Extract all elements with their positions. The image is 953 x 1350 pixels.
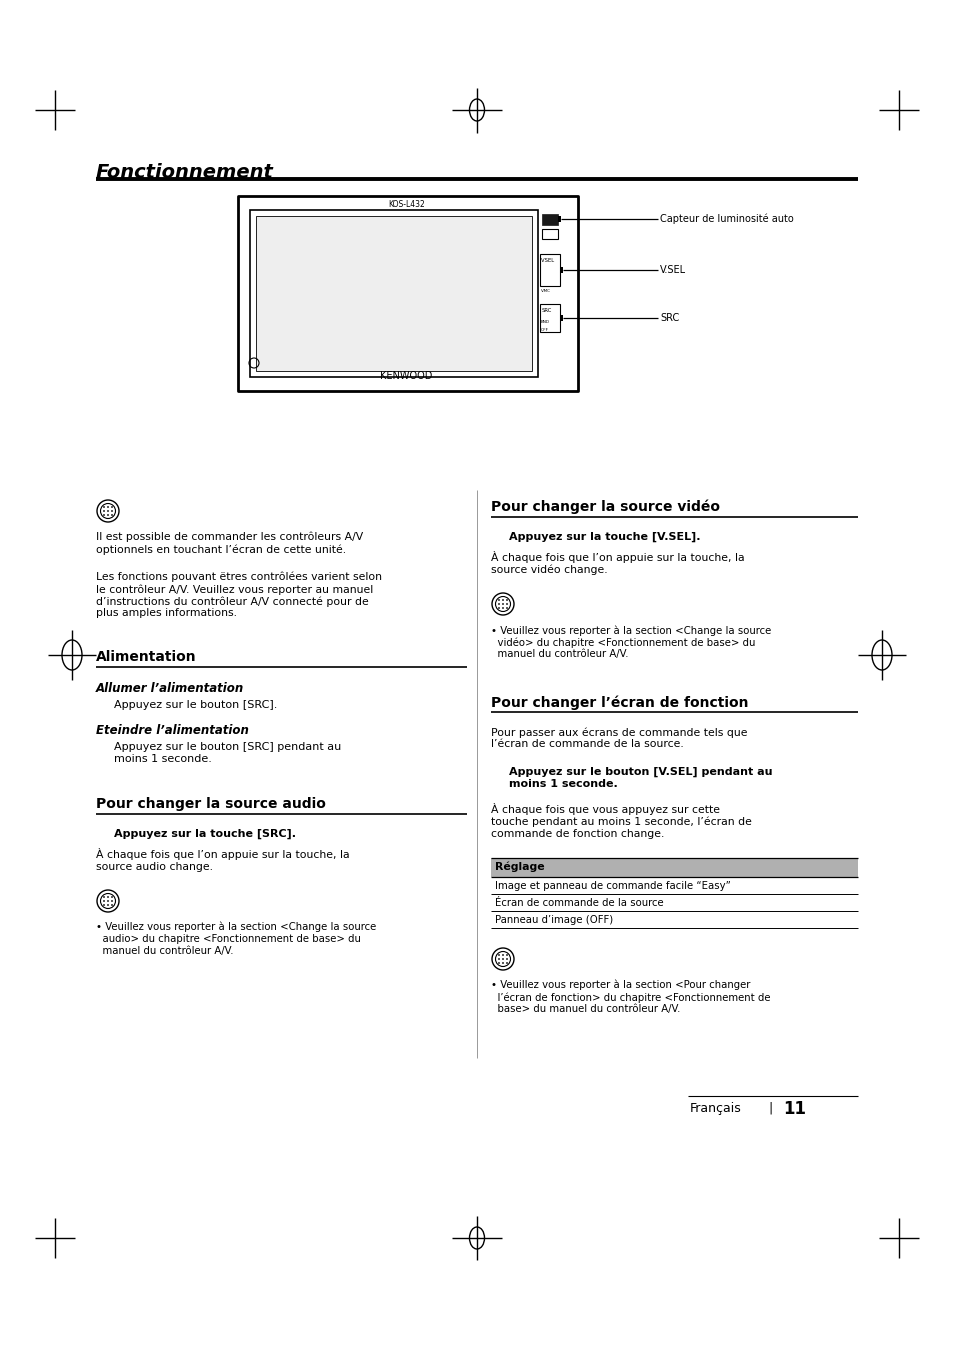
Text: |: | bbox=[767, 1102, 771, 1115]
Bar bbox=[559, 267, 562, 273]
Ellipse shape bbox=[497, 608, 499, 609]
Ellipse shape bbox=[111, 514, 112, 516]
Text: Allumer l’alimentation: Allumer l’alimentation bbox=[96, 682, 244, 695]
Text: Appuyez sur le bouton [V.SEL] pendant au
moins 1 seconde.: Appuyez sur le bouton [V.SEL] pendant au… bbox=[509, 767, 772, 788]
Text: Il est possible de commander les contrôleurs A/V
optionnels en touchant l’écran : Il est possible de commander les contrôl… bbox=[96, 532, 363, 555]
Text: Alimentation: Alimentation bbox=[96, 649, 196, 664]
Ellipse shape bbox=[107, 506, 109, 508]
Text: Capteur de luminosité auto: Capteur de luminosité auto bbox=[659, 215, 793, 224]
Bar bbox=[250, 211, 537, 377]
Ellipse shape bbox=[111, 900, 112, 902]
Text: • Veuillez vous reporter à la section <Change la source
  vidéo> du chapitre <Fo: • Veuillez vous reporter à la section <C… bbox=[491, 625, 770, 659]
Ellipse shape bbox=[506, 608, 507, 609]
Ellipse shape bbox=[107, 510, 109, 512]
Bar bbox=[541, 215, 558, 225]
Ellipse shape bbox=[506, 958, 507, 960]
Text: Écran de commande de la source: Écran de commande de la source bbox=[495, 898, 663, 909]
Ellipse shape bbox=[111, 896, 112, 898]
Ellipse shape bbox=[103, 896, 105, 898]
Text: • Veuillez vous reporter à la section <Change la source
  audio> du chapitre <Fo: • Veuillez vous reporter à la section <C… bbox=[96, 922, 375, 956]
Ellipse shape bbox=[501, 963, 503, 964]
Text: Pour passer aux écrans de commande tels que
l’écran de commande de la source.: Pour passer aux écrans de commande tels … bbox=[491, 728, 747, 749]
Text: Pour changer la source vidéo: Pour changer la source vidéo bbox=[491, 500, 720, 514]
Text: BND: BND bbox=[540, 320, 550, 324]
Text: SRC: SRC bbox=[541, 308, 552, 313]
Ellipse shape bbox=[497, 599, 499, 601]
Ellipse shape bbox=[506, 954, 507, 956]
Text: À chaque fois que vous appuyez sur cette
touche pendant au moins 1 seconde, l’éc: À chaque fois que vous appuyez sur cette… bbox=[491, 803, 751, 838]
Text: Appuyez sur la touche [SRC].: Appuyez sur la touche [SRC]. bbox=[113, 829, 295, 840]
Text: V.SEL: V.SEL bbox=[659, 265, 685, 275]
Bar bbox=[255, 216, 532, 371]
Text: Panneau d’image (OFF): Panneau d’image (OFF) bbox=[495, 915, 613, 925]
Text: Appuyez sur le bouton [SRC].: Appuyez sur le bouton [SRC]. bbox=[113, 701, 277, 710]
Text: Fonctionnement: Fonctionnement bbox=[96, 163, 274, 182]
Text: V.SEL: V.SEL bbox=[540, 258, 555, 263]
Ellipse shape bbox=[111, 510, 112, 512]
Text: Pour changer la source audio: Pour changer la source audio bbox=[96, 796, 326, 811]
Ellipse shape bbox=[107, 900, 109, 902]
Text: KENWOOD: KENWOOD bbox=[379, 371, 432, 381]
Text: 11: 11 bbox=[782, 1100, 805, 1118]
Text: Appuyez sur la touche [V.SEL].: Appuyez sur la touche [V.SEL]. bbox=[509, 532, 700, 543]
Ellipse shape bbox=[501, 599, 503, 601]
Bar bbox=[491, 859, 857, 878]
Bar bbox=[539, 254, 559, 286]
Ellipse shape bbox=[103, 904, 105, 906]
Text: V.MC: V.MC bbox=[540, 289, 551, 293]
Ellipse shape bbox=[497, 954, 499, 956]
Ellipse shape bbox=[107, 514, 109, 516]
Text: Eteindre l’alimentation: Eteindre l’alimentation bbox=[96, 724, 249, 737]
Ellipse shape bbox=[103, 514, 105, 516]
Text: Appuyez sur le bouton [SRC] pendant au
moins 1 seconde.: Appuyez sur le bouton [SRC] pendant au m… bbox=[113, 743, 341, 764]
Text: OFF: OFF bbox=[540, 328, 548, 332]
Text: Réglage: Réglage bbox=[495, 863, 544, 872]
Text: • Veuillez vous reporter à la section <Pour changer
  l’écran de fonction> du ch: • Veuillez vous reporter à la section <P… bbox=[491, 980, 770, 1014]
Ellipse shape bbox=[497, 603, 499, 605]
Ellipse shape bbox=[506, 599, 507, 601]
Text: SRC: SRC bbox=[659, 313, 679, 323]
Ellipse shape bbox=[501, 603, 503, 605]
Bar bbox=[541, 230, 558, 239]
Ellipse shape bbox=[103, 510, 105, 512]
Ellipse shape bbox=[111, 904, 112, 906]
Ellipse shape bbox=[506, 963, 507, 964]
Text: KOS-L432: KOS-L432 bbox=[388, 200, 424, 209]
Bar bbox=[237, 196, 578, 392]
Ellipse shape bbox=[111, 506, 112, 508]
Bar bbox=[539, 304, 559, 332]
Text: Français: Français bbox=[689, 1102, 741, 1115]
Ellipse shape bbox=[506, 603, 507, 605]
Ellipse shape bbox=[103, 900, 105, 902]
Bar bbox=[559, 315, 562, 321]
Ellipse shape bbox=[501, 608, 503, 609]
Bar bbox=[558, 216, 560, 221]
Text: Pour changer l’écran de fonction: Pour changer l’écran de fonction bbox=[491, 695, 748, 710]
Ellipse shape bbox=[103, 506, 105, 508]
Text: À chaque fois que l’on appuie sur la touche, la
source audio change.: À chaque fois que l’on appuie sur la tou… bbox=[96, 848, 349, 872]
Text: À chaque fois que l’on appuie sur la touche, la
source vidéo change.: À chaque fois que l’on appuie sur la tou… bbox=[491, 551, 744, 575]
Ellipse shape bbox=[501, 958, 503, 960]
Ellipse shape bbox=[497, 963, 499, 964]
Text: Image et panneau de commande facile “Easy”: Image et panneau de commande facile “Eas… bbox=[495, 882, 730, 891]
Ellipse shape bbox=[501, 954, 503, 956]
Ellipse shape bbox=[107, 896, 109, 898]
Ellipse shape bbox=[497, 958, 499, 960]
Ellipse shape bbox=[107, 904, 109, 906]
Text: Les fonctions pouvant ëtres contrôlées varient selon
le contrôleur A/V. Veuillez: Les fonctions pouvant ëtres contrôlées v… bbox=[96, 572, 381, 618]
